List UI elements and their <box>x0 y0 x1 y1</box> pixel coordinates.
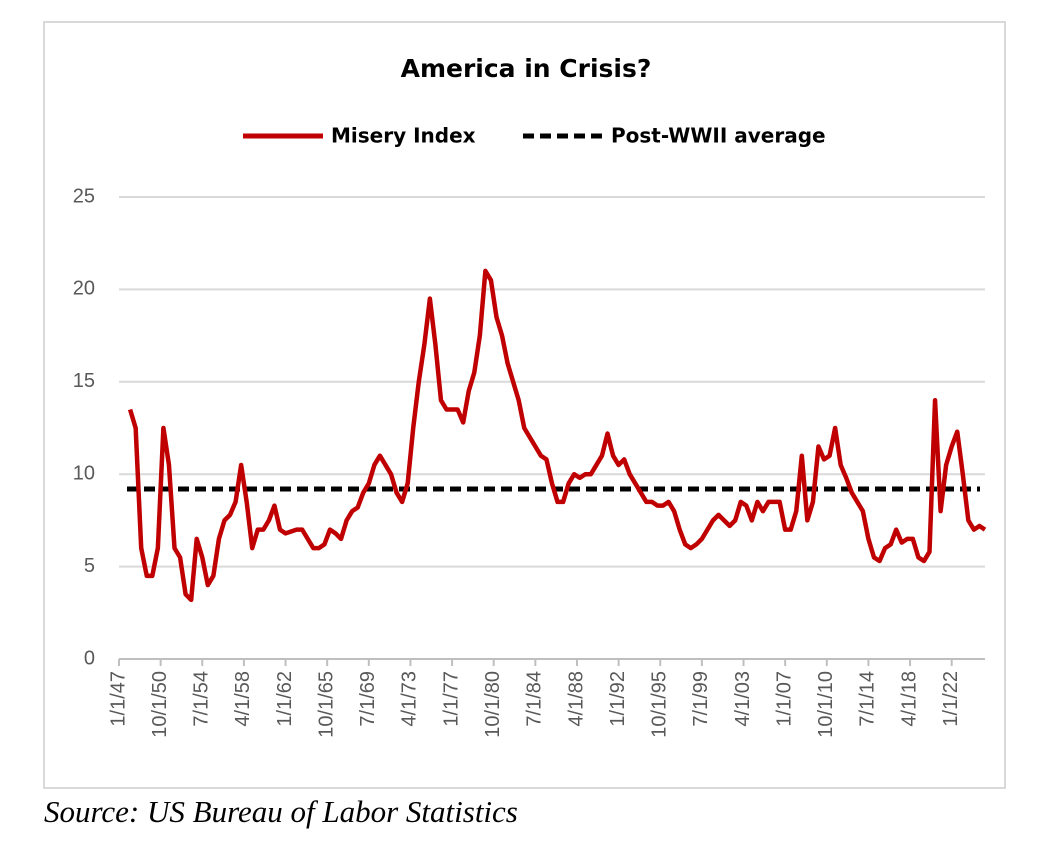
x-tick-label: 1/1/07 <box>773 671 795 727</box>
x-tick-label: 4/1/73 <box>399 671 421 727</box>
x-tick-label: 7/1/54 <box>191 671 213 727</box>
y-tick-label: 20 <box>73 278 95 300</box>
x-tick-label: 10/1/10 <box>815 671 837 738</box>
chart-title: America in Crisis? <box>401 54 652 83</box>
legend-label: Post-WWII average <box>611 124 826 148</box>
x-tick-label: 1/1/77 <box>440 671 462 727</box>
x-tick-label: 10/1/50 <box>149 671 171 738</box>
x-tick-label: 10/1/95 <box>649 671 671 738</box>
x-tick-label: 1/1/47 <box>107 671 129 727</box>
chart-frame <box>43 21 1006 789</box>
x-tick-label: 7/1/84 <box>524 671 546 727</box>
x-tick-label: 7/1/69 <box>357 671 379 727</box>
x-tick-label: 4/1/58 <box>232 671 254 727</box>
x-tick-label: 4/1/03 <box>732 671 754 727</box>
y-tick-label: 5 <box>84 555 95 577</box>
x-tick-label: 1/1/22 <box>940 671 962 727</box>
x-tick-label: 7/1/99 <box>690 671 712 727</box>
y-tick-label: 10 <box>73 462 95 484</box>
y-tick-label: 25 <box>73 185 95 207</box>
x-tick-label: 1/1/62 <box>274 671 296 727</box>
x-tick-label: 10/1/80 <box>482 671 504 738</box>
x-tick-label: 4/1/88 <box>565 671 587 727</box>
x-tick-label: 10/1/65 <box>315 671 337 738</box>
source-note: Source: US Bureau of Labor Statistics <box>44 794 518 829</box>
x-tick-label: 1/1/92 <box>607 671 629 727</box>
legend-label: Misery Index <box>331 124 476 148</box>
y-tick-label: 0 <box>84 647 95 669</box>
y-tick-label: 15 <box>73 370 95 392</box>
x-tick-label: 4/1/18 <box>898 671 920 727</box>
series-line <box>127 268 987 603</box>
x-tick-label: 7/1/14 <box>857 671 879 727</box>
